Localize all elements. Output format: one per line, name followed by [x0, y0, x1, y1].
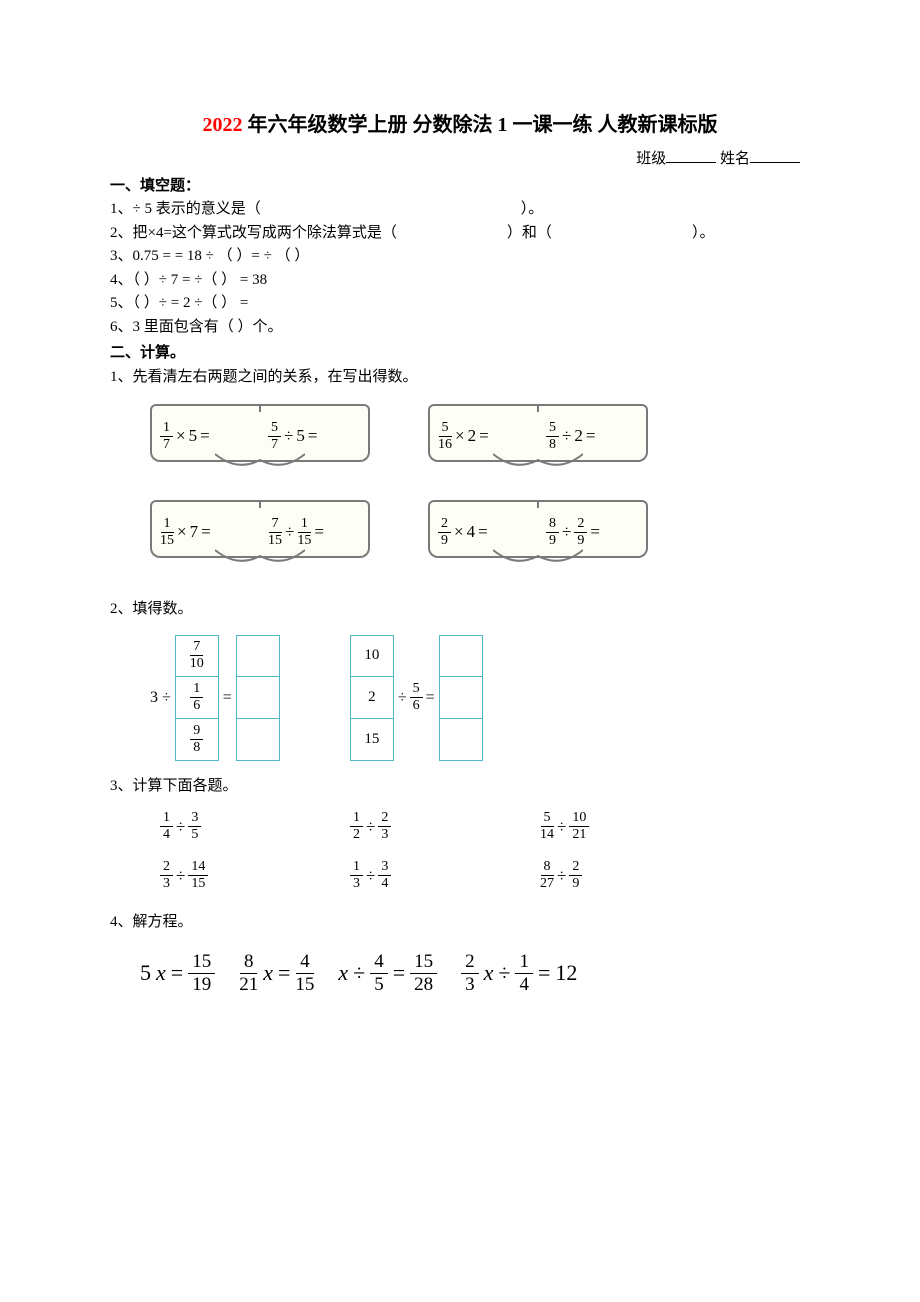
book-pair-3: 115×7= 715÷115=	[140, 500, 380, 580]
book-pair-2: 516×2= 58÷2=	[418, 404, 658, 484]
section-2-head: 二、计算。	[110, 342, 810, 365]
eq-3: x ÷ 45 = 1528	[338, 952, 437, 994]
s2-q4: 4、解方程。	[110, 911, 810, 934]
section-1-head: 一、填空题：	[110, 175, 810, 198]
book-pair-1: 17×5= 57÷5=	[140, 404, 380, 484]
s2-q2: 2、填得数。	[110, 598, 810, 621]
stack-1-out	[236, 635, 280, 761]
fill-tables: 3 ÷ 710 16 98 = 10 2 15 ÷56=	[150, 635, 810, 761]
name-blank	[750, 162, 800, 163]
calc-a: 14 ÷ 35	[160, 811, 350, 842]
q6: 6、3 里面包含有（ ）个。	[110, 316, 810, 339]
eq-2: 821x = 415	[239, 952, 314, 994]
equations-row: 5 x = 1519 821x = 415 x ÷ 45 = 1528 23x …	[140, 952, 810, 994]
calc-b: 12 ÷ 23	[350, 811, 540, 842]
fill-table-2: 10 2 15 ÷56=	[350, 635, 483, 761]
q3: 3、0.75 = = 18 ÷ （ ）= ÷ （ ）	[110, 245, 810, 268]
calc-c: 514 ÷ 1021	[540, 811, 730, 842]
worksheet-page: 2022 年六年级数学上册 分数除法 1 一课一练 人教新课标版 班级 姓名 一…	[0, 0, 920, 1044]
book-pair-4: 29×4= 89÷29=	[418, 500, 658, 580]
book-row-1: 17×5= 57÷5= 516×2= 58÷2=	[140, 404, 810, 484]
stack-2-out	[439, 635, 483, 761]
book-row-2: 115×7= 715÷115= 29×4= 89÷29=	[140, 500, 810, 580]
stack-2-in: 10 2 15	[350, 635, 394, 761]
q2: 2、把×4=这个算式改写成两个除法算式是（）和（）。	[110, 222, 810, 245]
calc-d: 23 ÷ 1415	[160, 860, 350, 891]
title-rest: 年六年级数学上册 分数除法 1 一课一练 人教新课标版	[243, 114, 718, 136]
s2-q1: 1、先看清左右两题之间的关系，在写出得数。	[110, 366, 810, 389]
s2-q3: 3、计算下面各题。	[110, 775, 810, 798]
name-fields: 班级 姓名	[110, 148, 810, 171]
fill-table-1: 3 ÷ 710 16 98 =	[150, 635, 280, 761]
name-label: 姓名	[720, 151, 750, 167]
q5: 5、（ ）÷ = 2 ÷（ ） =	[110, 292, 810, 315]
page-title: 2022 年六年级数学上册 分数除法 1 一课一练 人教新课标版	[110, 110, 810, 140]
eq-4: 23x ÷ 14 = 12	[461, 952, 577, 994]
stack-1-in: 710 16 98	[175, 635, 219, 761]
eq-1: 5 x = 1519	[140, 952, 215, 994]
title-year: 2022	[203, 114, 243, 136]
q1: 1、÷ 5 表示的意义是（）。	[110, 198, 810, 221]
calc-grid: 14 ÷ 35 12 ÷ 23 514 ÷ 1021 23 ÷ 1415 13 …	[160, 811, 810, 891]
q4: 4、（ ）÷ 7 = ÷（ ） = 38	[110, 269, 810, 292]
class-label: 班级	[636, 151, 666, 167]
class-blank	[666, 162, 716, 163]
calc-f: 827 ÷ 29	[540, 860, 730, 891]
calc-e: 13 ÷ 34	[350, 860, 540, 891]
